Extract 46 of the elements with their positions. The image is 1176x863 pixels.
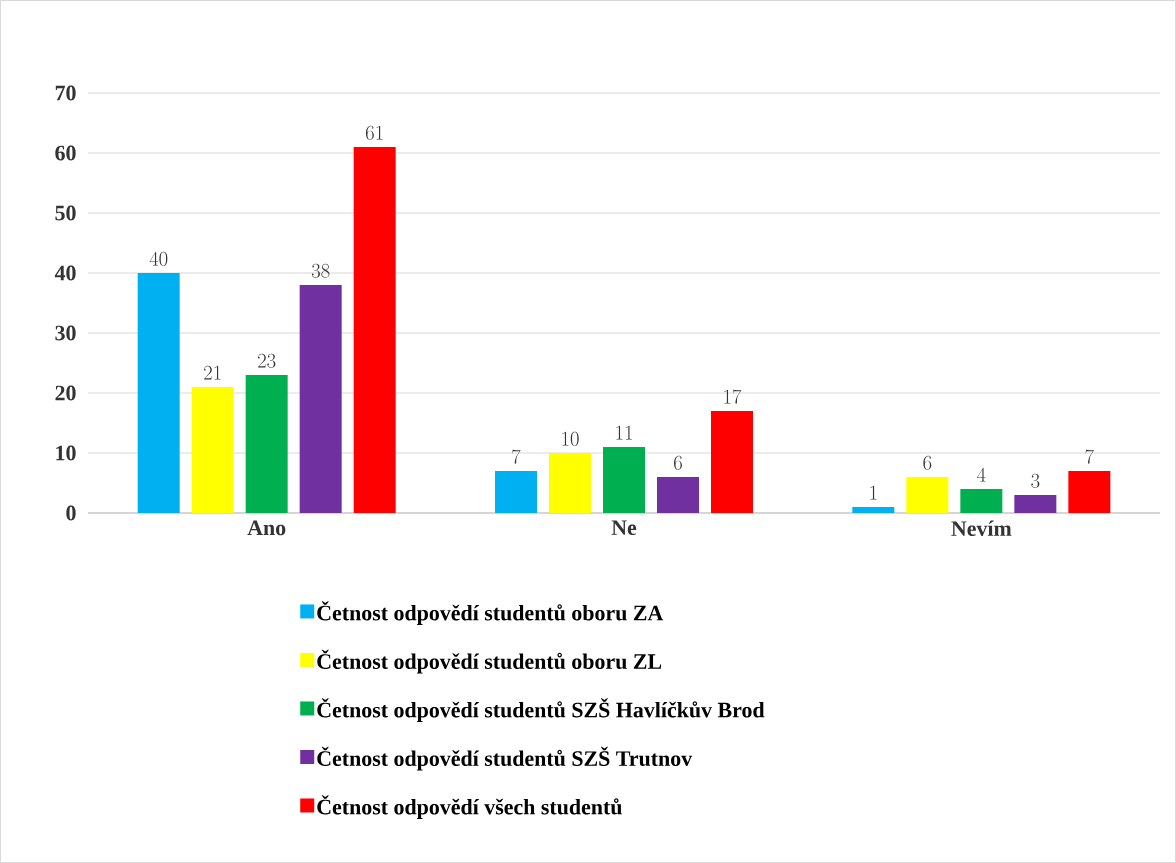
- y-tick-label: 50: [55, 205, 76, 221]
- data-label: 7: [512, 449, 521, 464]
- legend-label: Četnost odpovědí studentů SZŠ Trutnov: [317, 746, 693, 771]
- data-label: 23: [258, 353, 276, 368]
- bar: [603, 447, 646, 513]
- bar: [852, 507, 895, 513]
- data-label: 3: [1031, 473, 1040, 488]
- data-label: 1: [870, 485, 877, 500]
- bar: [1068, 471, 1111, 513]
- y-tick-label: 60: [55, 145, 76, 161]
- bar: [960, 489, 1003, 513]
- data-label: 61: [365, 125, 383, 140]
- data-label: 38: [311, 263, 330, 278]
- data-label: 11: [616, 425, 632, 440]
- data-label: 10: [562, 431, 579, 446]
- bar: [191, 387, 234, 513]
- y-tick-label: 20: [55, 385, 76, 401]
- data-label: 17: [724, 389, 742, 404]
- y-tick-label: 10: [56, 445, 76, 461]
- data-label: 40: [149, 251, 168, 266]
- legend-label: Četnost odpovědí studentů oboru ZA: [317, 601, 664, 625]
- x-tick-label: Nevím: [951, 520, 1012, 536]
- y-tick-label: 0: [66, 505, 76, 521]
- x-tick-label: Ano: [247, 520, 286, 536]
- bar: [245, 375, 288, 513]
- y-tick-label: 40: [54, 265, 76, 281]
- bar: [353, 147, 396, 513]
- legend-label: Četnost odpovědí všech studentů: [317, 795, 622, 819]
- bar: [495, 471, 538, 513]
- legend-label: Četnost odpovědí studentů oboru ZL: [317, 649, 662, 674]
- x-tick-label: Ne: [611, 520, 637, 536]
- y-tick-label: 30: [55, 325, 76, 341]
- bar: [137, 273, 180, 513]
- bar: [1014, 495, 1057, 513]
- y-tick-label: 70: [55, 85, 76, 101]
- data-label: 7: [1085, 449, 1094, 464]
- data-label: 6: [923, 455, 932, 470]
- data-label: 21: [204, 365, 221, 380]
- bar: [906, 477, 949, 513]
- bar: [299, 285, 342, 513]
- bar: [711, 411, 754, 513]
- legend-label: Četnost odpovědí studentů SZŠ Havlíčkův Brod: [317, 698, 765, 722]
- data-label: 4: [977, 467, 986, 482]
- bar: [657, 477, 700, 513]
- data-label: 6: [674, 455, 682, 470]
- bar: [549, 453, 592, 513]
